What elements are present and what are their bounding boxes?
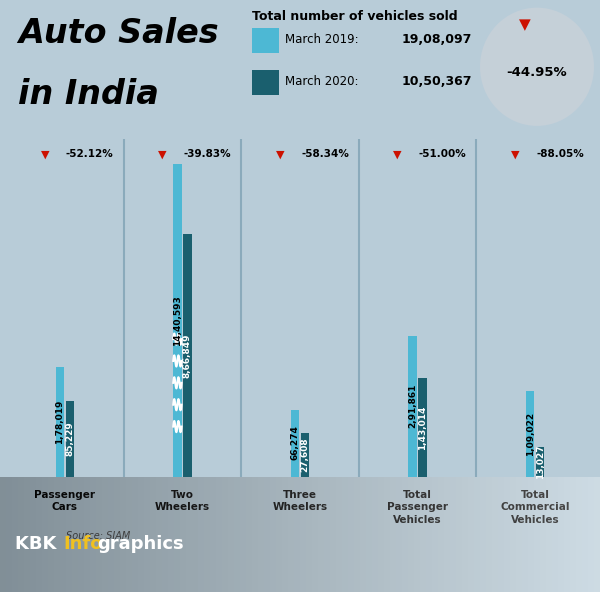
- Text: Total
Passenger
Vehicles: Total Passenger Vehicles: [387, 490, 448, 525]
- Text: 8,66,849: 8,66,849: [183, 333, 192, 378]
- Text: -39.83%: -39.83%: [184, 149, 231, 159]
- Bar: [418, 378, 427, 477]
- Text: 14,40,593: 14,40,593: [173, 295, 182, 346]
- Text: graphics: graphics: [97, 535, 184, 552]
- Text: Two
Wheelers: Two Wheelers: [155, 490, 210, 513]
- Ellipse shape: [480, 8, 594, 126]
- Text: ▼: ▼: [511, 149, 520, 159]
- Bar: [183, 234, 191, 477]
- Bar: [65, 401, 74, 477]
- Text: ▼: ▼: [519, 18, 531, 33]
- Text: 13,027: 13,027: [536, 445, 545, 479]
- Bar: [252, 70, 279, 95]
- Bar: [173, 164, 182, 477]
- Text: -58.34%: -58.34%: [301, 149, 349, 159]
- Text: March 2019:: March 2019:: [285, 33, 362, 46]
- Text: March 2020:: March 2020:: [285, 75, 362, 88]
- Bar: [291, 410, 299, 477]
- Text: Passenger
Cars: Passenger Cars: [34, 490, 95, 513]
- Text: 19,08,097: 19,08,097: [402, 33, 472, 46]
- Text: Total
Commercial
Vehicles: Total Commercial Vehicles: [500, 490, 570, 525]
- Bar: [301, 433, 309, 477]
- Text: 2,91,861: 2,91,861: [408, 384, 417, 429]
- Text: 66,274: 66,274: [290, 426, 299, 461]
- Text: KBK: KBK: [15, 535, 62, 552]
- Text: 85,229: 85,229: [65, 421, 74, 456]
- Text: Auto Sales: Auto Sales: [18, 17, 218, 50]
- Text: Source: SIAM: Source: SIAM: [66, 530, 130, 540]
- Text: 10,50,367: 10,50,367: [402, 75, 473, 88]
- Text: ▼: ▼: [41, 149, 49, 159]
- Text: -52.12%: -52.12%: [66, 149, 114, 159]
- Text: 1,78,019: 1,78,019: [55, 400, 64, 444]
- Text: Total number of vehicles sold: Total number of vehicles sold: [252, 9, 458, 22]
- Text: -51.00%: -51.00%: [419, 149, 467, 159]
- Text: in India: in India: [18, 78, 159, 111]
- Bar: [536, 447, 544, 477]
- Text: Info: Info: [63, 535, 103, 552]
- Bar: [409, 336, 417, 477]
- Bar: [252, 28, 279, 53]
- Text: -44.95%: -44.95%: [506, 66, 568, 79]
- Text: 1,09,022: 1,09,022: [526, 411, 535, 456]
- Text: Three
Wheelers: Three Wheelers: [272, 490, 328, 513]
- Bar: [56, 366, 64, 477]
- Text: 27,608: 27,608: [301, 437, 310, 472]
- Text: -88.05%: -88.05%: [536, 149, 584, 159]
- Text: ▼: ▼: [158, 149, 167, 159]
- Text: ▼: ▼: [276, 149, 284, 159]
- Text: ▼: ▼: [394, 149, 402, 159]
- Bar: [526, 391, 535, 477]
- Text: 1,43,014: 1,43,014: [418, 405, 427, 449]
